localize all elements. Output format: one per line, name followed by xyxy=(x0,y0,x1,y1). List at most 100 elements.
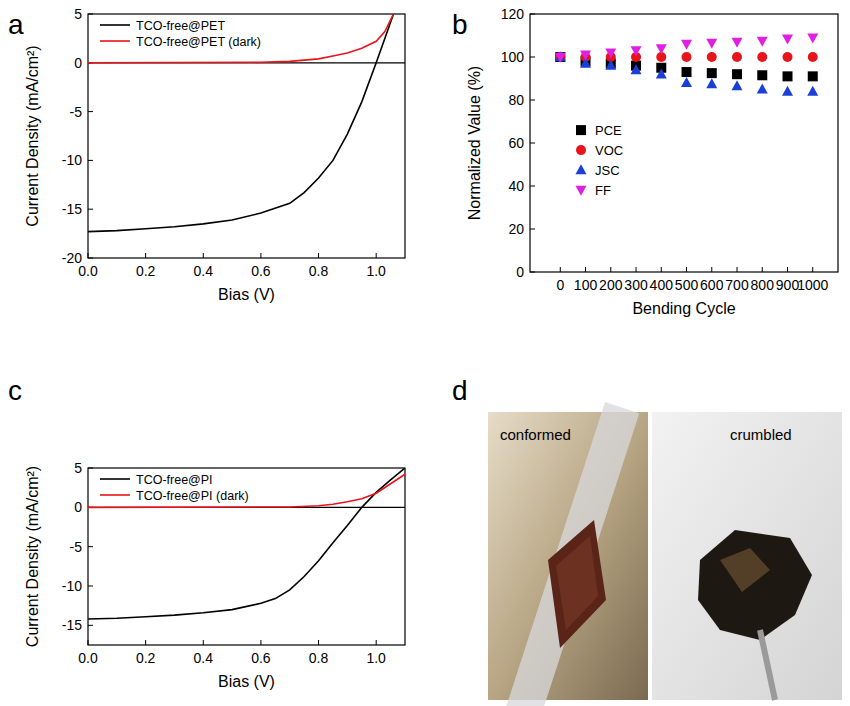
data-group xyxy=(555,33,818,95)
data-group xyxy=(88,468,405,619)
y-tick-label: -10 xyxy=(62,578,82,594)
x-tick xyxy=(711,267,712,272)
series-line xyxy=(88,14,393,63)
y-tick-label: -5 xyxy=(70,104,83,120)
y-tick xyxy=(530,57,535,58)
y-axis-title: Normalized Value (%) xyxy=(466,66,483,220)
y-tick-label: 5 xyxy=(74,6,82,22)
x-tick-label: 0.4 xyxy=(194,650,214,666)
legend-swatch xyxy=(576,125,586,135)
y-tick xyxy=(530,229,535,230)
photo-label: crumbled xyxy=(730,426,792,443)
x-tick xyxy=(260,640,261,645)
x-tick-label: 0.4 xyxy=(194,263,214,279)
x-tick xyxy=(812,267,813,272)
point xyxy=(631,64,642,74)
x-tick-label: 0.8 xyxy=(309,650,329,666)
y-tick-label: 100 xyxy=(501,49,525,65)
legend-label: TCO-free@PET (dark) xyxy=(136,35,261,49)
x-tick-label: 200 xyxy=(599,277,623,293)
point xyxy=(808,52,818,62)
point xyxy=(656,44,667,54)
panel-b: b010020030040050060070080090010000204060… xyxy=(452,6,838,317)
x-tick-label: 0.6 xyxy=(251,263,271,279)
point xyxy=(555,52,565,62)
y-tick xyxy=(88,468,93,469)
panel-c: c0.00.20.40.60.81.0-15-10-505Bias (V)Cur… xyxy=(8,375,405,690)
point xyxy=(707,52,717,62)
photo-panel: dconformedcrumbled xyxy=(452,375,842,706)
y-tick-label: 0 xyxy=(74,499,82,515)
y-tick xyxy=(88,14,93,15)
legend: PCEVOCJSCFF xyxy=(576,123,624,198)
x-tick xyxy=(661,267,662,272)
legend-label: JSC xyxy=(595,163,620,178)
legend-label: TCO-free@PI xyxy=(136,473,213,487)
point xyxy=(707,68,717,78)
y-tick xyxy=(530,272,535,273)
y-tick xyxy=(88,546,93,547)
x-tick xyxy=(636,267,637,272)
y-tick xyxy=(530,100,535,101)
point xyxy=(807,86,818,96)
plot-frame xyxy=(88,468,405,645)
point xyxy=(808,71,818,81)
plot-frame xyxy=(88,14,405,258)
point xyxy=(555,52,565,62)
x-tick-label: 0.8 xyxy=(309,263,329,279)
legend-label: FF xyxy=(595,183,611,198)
plot-frame xyxy=(530,14,838,272)
x-axis-title: Bias (V) xyxy=(218,286,275,303)
x-tick xyxy=(686,267,687,272)
point xyxy=(757,70,767,80)
point xyxy=(782,34,793,44)
y-tick xyxy=(88,111,93,112)
x-tick-label: 1.0 xyxy=(366,263,386,279)
y-tick xyxy=(88,258,93,259)
figure: a0.00.20.40.60.81.0-20-15-10-505Bias (V)… xyxy=(0,0,850,706)
x-tick xyxy=(88,640,89,645)
x-tick-label: 0 xyxy=(556,277,564,293)
crumbled-highlight xyxy=(720,548,770,592)
point xyxy=(682,52,692,62)
x-tick-label: 100 xyxy=(574,277,598,293)
legend-swatch xyxy=(576,186,587,196)
point xyxy=(681,77,692,87)
x-tick xyxy=(145,640,146,645)
panel-letter: d xyxy=(452,375,468,406)
panel-a: a0.00.20.40.60.81.0-20-15-10-505Bias (V)… xyxy=(8,6,405,303)
point xyxy=(807,33,818,43)
panel-letter: c xyxy=(8,375,22,406)
point xyxy=(732,69,742,79)
point xyxy=(681,40,692,50)
legend-swatch xyxy=(100,24,130,26)
point xyxy=(706,78,717,88)
point xyxy=(783,52,793,62)
data-group xyxy=(88,14,405,232)
point xyxy=(757,84,768,94)
x-tick-label: 0.6 xyxy=(251,650,271,666)
x-tick xyxy=(376,253,377,258)
x-tick xyxy=(560,267,561,272)
x-tick xyxy=(610,267,611,272)
x-tick-label: 600 xyxy=(700,277,724,293)
x-tick-label: 0.0 xyxy=(78,650,98,666)
x-tick xyxy=(737,267,738,272)
x-tick-label: 0.2 xyxy=(136,263,156,279)
y-tick xyxy=(88,625,93,626)
y-tick-label: 120 xyxy=(501,6,525,22)
crumbled-device xyxy=(698,530,812,640)
y-tick-label: 0 xyxy=(74,55,82,71)
legend-swatch xyxy=(576,164,587,174)
x-tick xyxy=(145,253,146,258)
device-film-sheen xyxy=(556,536,598,630)
x-tick xyxy=(260,253,261,258)
y-tick-label: 0 xyxy=(516,264,524,280)
y-tick-label: -10 xyxy=(62,152,82,168)
x-tick-label: 400 xyxy=(650,277,674,293)
series-line xyxy=(88,14,393,232)
legend-swatch xyxy=(100,494,130,496)
y-tick-label: 5 xyxy=(74,460,82,476)
panel-letter: b xyxy=(452,9,468,40)
x-tick-label: 700 xyxy=(725,277,749,293)
